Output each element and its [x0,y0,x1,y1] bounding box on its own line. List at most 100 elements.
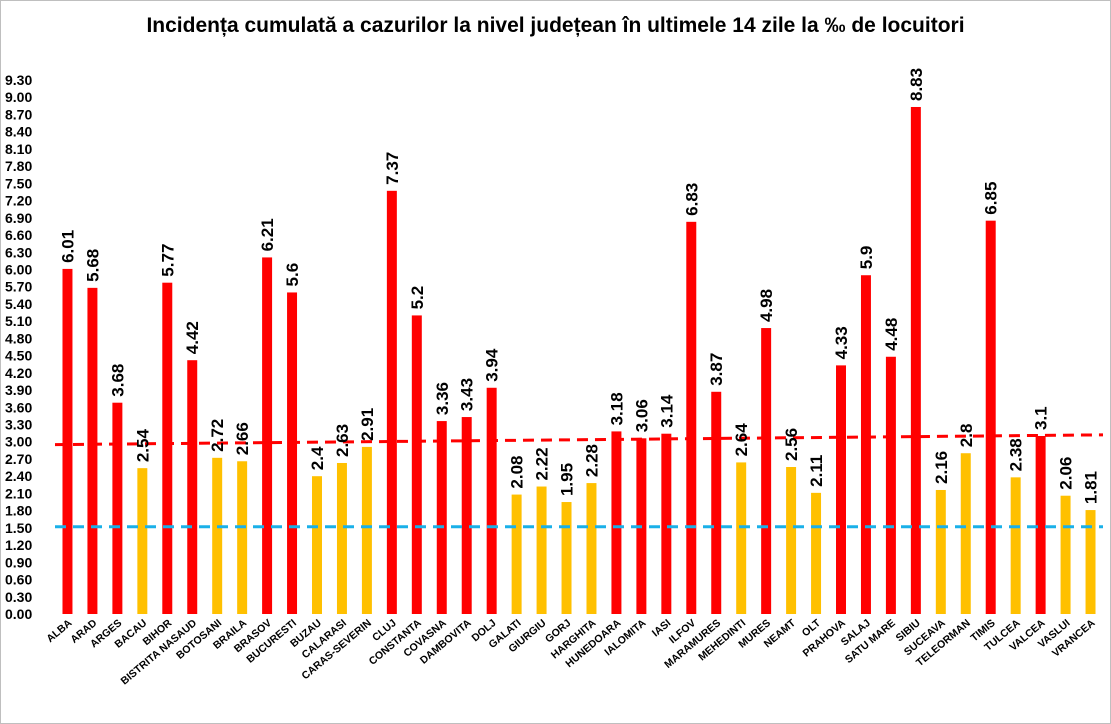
bar-salaj [860,275,871,614]
y-tick-label: 0.90 [5,554,32,570]
y-tick-label: 8.70 [5,106,32,122]
data-label: 2.56 [782,428,801,461]
data-label: 5.6 [283,263,302,287]
data-label: 3.1 [1032,406,1051,430]
data-label: 1.81 [1082,471,1101,504]
bar-bihor [162,282,173,614]
bar-constanta [411,315,422,614]
data-label: 3.14 [657,394,676,428]
data-label: 2.66 [233,422,252,455]
y-tick-label: 1.20 [5,537,32,553]
bar-maramures [711,391,722,614]
data-label: 2.16 [932,451,951,484]
bar-covasna [436,421,447,614]
data-label: 2.06 [1057,457,1076,490]
bar-bacau [137,468,148,614]
data-label: 2.38 [1007,438,1026,471]
bar-timis [985,220,996,614]
y-tick-label: 9.00 [5,89,32,105]
data-label: 4.33 [832,326,851,359]
y-tick-label: 7.20 [5,193,32,209]
bar-dolj [486,387,497,614]
y-tick-label: 7.50 [5,175,32,191]
y-tick-label: 3.60 [5,399,32,415]
y-tick-label: 5.10 [5,313,32,329]
y-tick-label: 5.40 [5,296,32,312]
bar-mures [761,328,772,614]
data-labels: 6.01 5.68 3.68 2.54 5.77 4.42 2.72 2.66 6.21 5.6 2… [58,68,1100,504]
y-tick-label: 0.60 [5,572,32,588]
y-tick-label: 5.70 [5,279,32,295]
data-label: 2.28 [582,444,601,477]
data-label: 2.4 [308,446,327,470]
data-label: 8.83 [907,68,926,101]
y-tick-label: 3.30 [5,417,32,433]
bar-mehedinti [736,462,747,614]
bar-bucuresti [287,292,298,614]
data-label: 6.83 [682,183,701,216]
data-label: 6.01 [58,230,77,263]
y-tick-label: 2.10 [5,485,32,501]
bar-caras-severin [361,446,372,614]
bar-neamt [786,467,797,614]
bar-sibiu [910,106,921,615]
data-label: 2.11 [807,455,826,487]
y-tick-label: 2.40 [5,468,32,484]
y-tick-label: 8.10 [5,141,32,157]
data-label: 2.72 [208,419,227,452]
data-label: 2.64 [732,423,751,457]
data-label: 3.18 [607,392,626,425]
bar-cluj [386,190,397,615]
chart-title: Incidența cumulată a cazurilor la nivel … [146,14,965,37]
bar-satu-mare [885,356,896,614]
data-label: 5.68 [83,249,102,282]
bar-dambovita [461,417,472,614]
y-tick-label: 3.00 [5,434,32,450]
bar-calarasi [336,462,347,614]
y-tick-label: 6.90 [5,210,32,226]
data-label: 6.21 [258,218,277,251]
y-tick-label: 1.80 [5,503,32,519]
y-tick-label: 6.60 [5,227,32,243]
data-label: 4.48 [882,318,901,351]
category-label: ALBA [44,617,74,645]
bar-olt [811,492,822,614]
data-label: 4.42 [183,321,202,354]
data-label: 2.91 [358,408,377,441]
y-tick-label: 6.00 [5,261,32,277]
bar-botosani [212,457,223,614]
bar-vrancea [1085,510,1096,614]
y-axis-ticks: 0.000.300.60 0.901.201.501.80 2.102.402.70… [5,72,32,622]
data-label: 1.95 [558,463,577,496]
data-label: 3.68 [108,364,127,397]
bar-ilfov [686,221,697,614]
y-tick-label: 2.70 [5,451,32,467]
y-tick-label: 1.50 [5,520,32,536]
y-tick-label: 0.30 [5,589,32,605]
bar-harghita [586,483,597,614]
bars [62,106,1096,615]
data-label: 2.63 [333,424,352,457]
bar-giurgiu [536,486,547,614]
bar-arges [112,402,123,614]
bar-vaslui [1060,495,1071,614]
bar-tulcea [1010,477,1021,614]
y-tick-label: 8.40 [5,124,32,140]
bar-prahova [836,365,846,614]
y-tick-label: 3.90 [5,382,32,398]
data-label: 4.98 [757,289,776,322]
reference-lines [54,433,1104,529]
data-label: 2.22 [533,447,552,480]
data-label: 5.2 [408,286,427,310]
bar-buzau [312,476,322,614]
bar-alba [62,268,73,614]
bar-valcea [1035,436,1046,614]
y-tick-label: 6.30 [5,244,32,260]
bar-teleorman [960,453,971,614]
bar-gorj [561,502,572,614]
y-tick-label: 9.30 [5,72,32,88]
bar-brasov [262,257,273,614]
data-label: 2.08 [508,455,527,488]
data-label: 3.36 [433,382,452,415]
red-threshold-line [54,433,1104,447]
